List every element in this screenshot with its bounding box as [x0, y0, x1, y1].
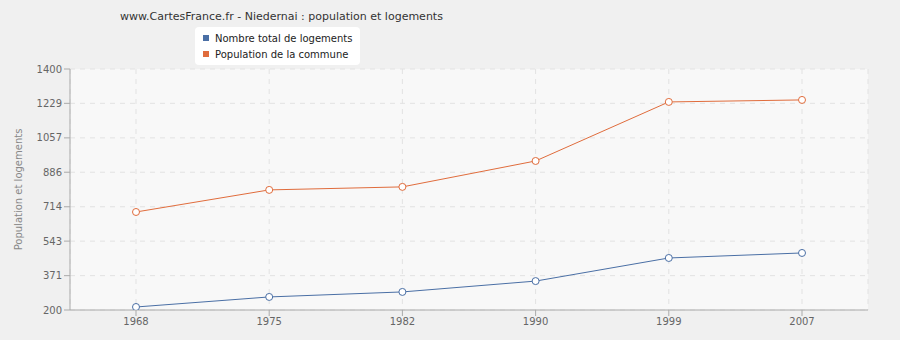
- svg-text:1990: 1990: [523, 316, 548, 327]
- svg-text:Population et logements: Population et logements: [13, 129, 24, 251]
- svg-text:200: 200: [43, 305, 62, 316]
- svg-text:543: 543: [43, 236, 62, 247]
- svg-text:1400: 1400: [37, 64, 62, 75]
- svg-text:1975: 1975: [256, 316, 281, 327]
- svg-text:886: 886: [43, 167, 62, 178]
- svg-text:1057: 1057: [37, 132, 62, 143]
- svg-text:1229: 1229: [37, 98, 62, 109]
- html-text:www.CartesFrance.fr - Niederna: www.CartesFrance.fr - Niedernai : popula…: [120, 10, 443, 23]
- svg-text:714: 714: [43, 201, 62, 212]
- html-text:Nombre total de logements: Nombre total de logements: [215, 32, 353, 44]
- svg-text:2007: 2007: [789, 316, 814, 327]
- svg-text:1968: 1968: [123, 316, 148, 327]
- svg-text:371: 371: [43, 270, 62, 281]
- svg-text:1999: 1999: [656, 316, 681, 327]
- html-text:Population de la commune: Population de la commune: [215, 48, 349, 60]
- svg-text:1982: 1982: [390, 316, 415, 327]
